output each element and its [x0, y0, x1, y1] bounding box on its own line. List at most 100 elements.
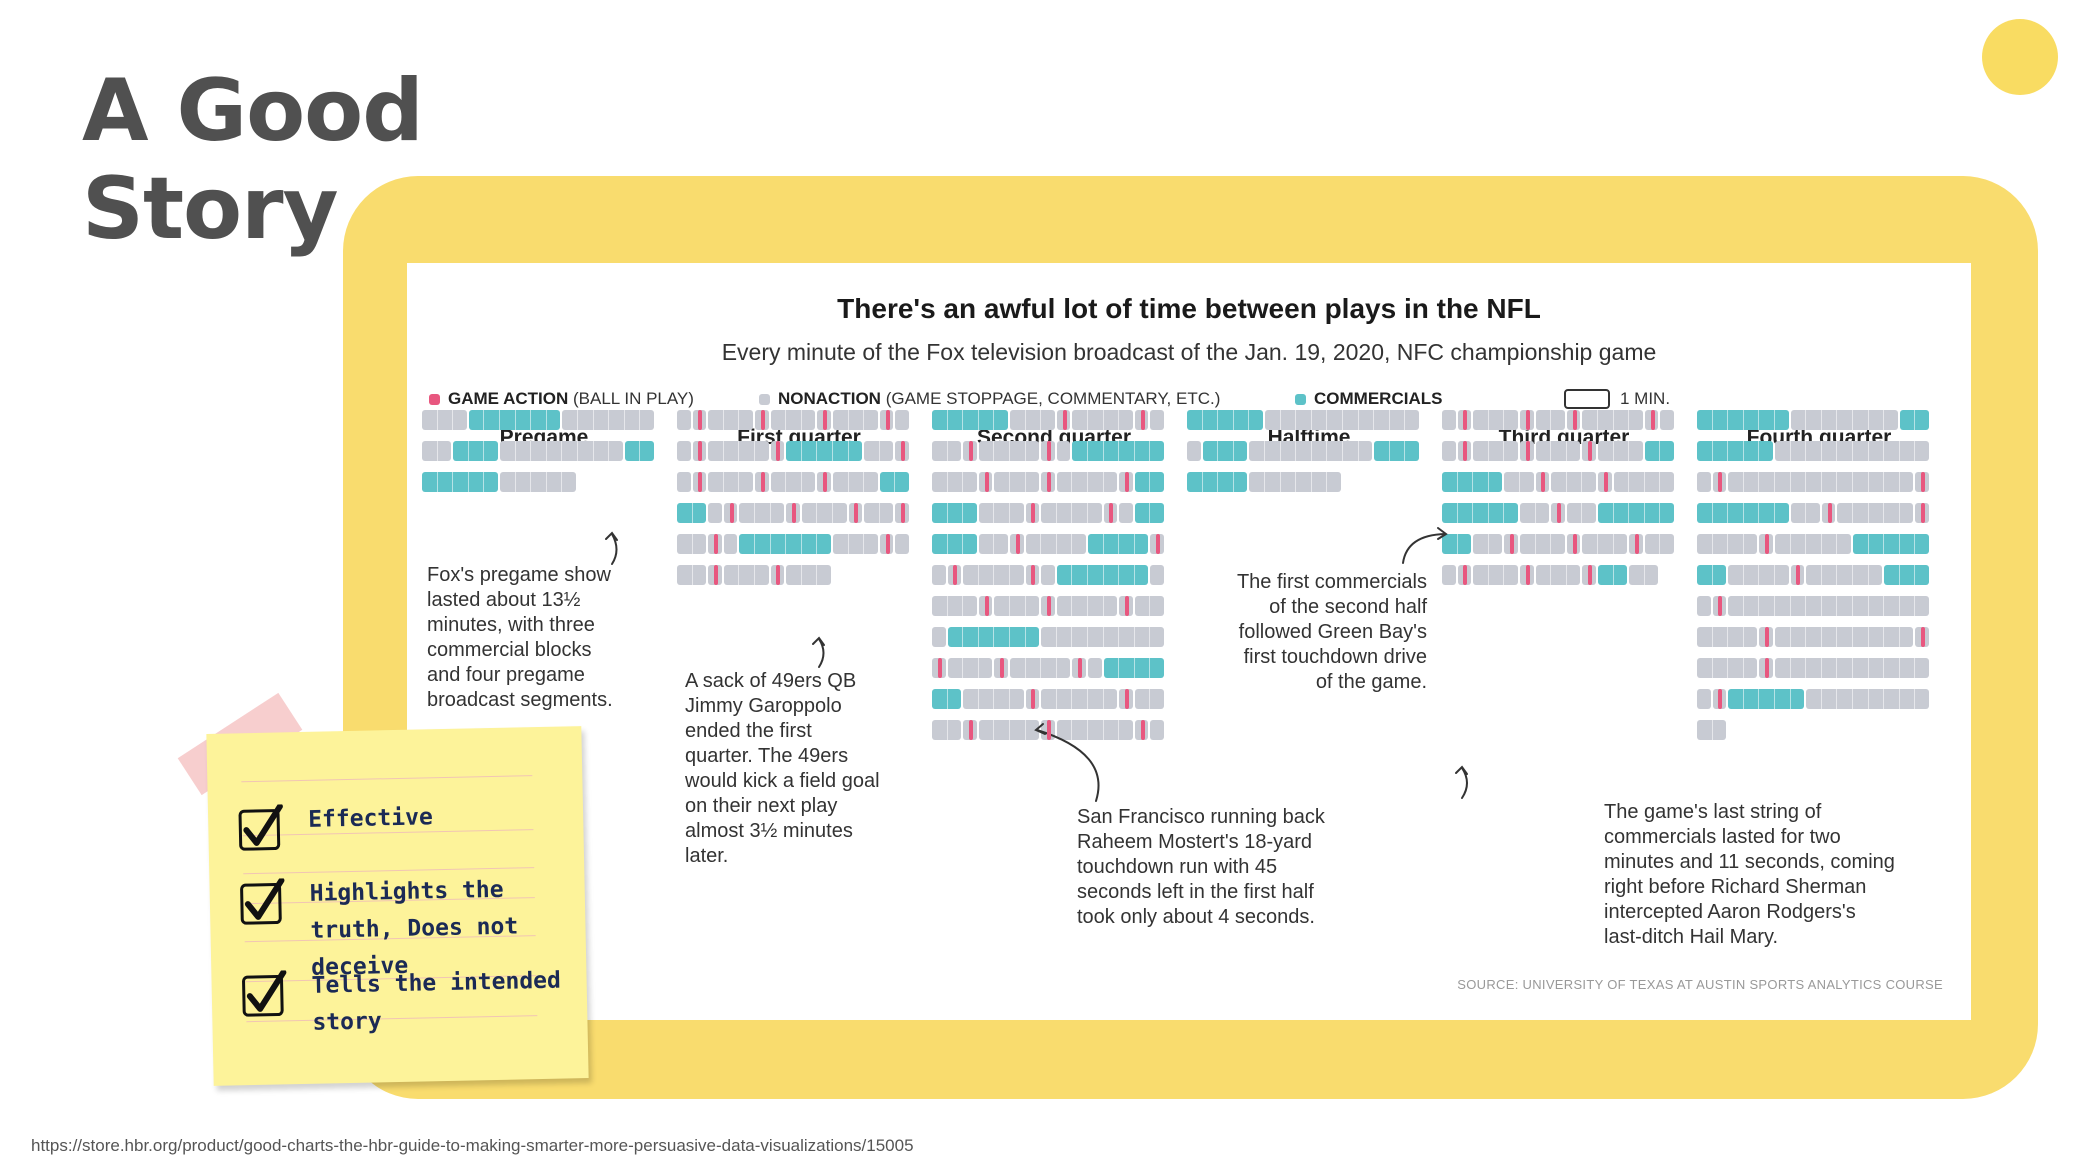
nonaction-segment [978, 503, 1024, 523]
minute-divider [1789, 658, 1791, 678]
nonaction-segment [1504, 472, 1534, 492]
minute-divider [1852, 503, 1853, 523]
minute-divider [1852, 627, 1853, 647]
nonaction-segment [1473, 441, 1518, 461]
minute-divider [1102, 410, 1104, 430]
minute-divider [993, 410, 995, 430]
minute-divider [1758, 441, 1760, 461]
game-action-segment [1557, 503, 1561, 523]
chart-source: SOURCE: UNIVERSITY OF TEXAS AT AUSTIN SP… [1457, 977, 1943, 992]
minute-divider [1087, 410, 1088, 430]
game-action-segment [1650, 410, 1655, 430]
game-action-segment [1541, 472, 1546, 492]
minute-divider [1820, 410, 1822, 430]
minute-divider [977, 627, 979, 647]
minute-divider [1487, 503, 1489, 523]
nonaction-segment [1041, 689, 1118, 709]
commercial-segment [932, 534, 977, 554]
minute-divider [832, 441, 833, 461]
nonaction-segment [864, 503, 894, 523]
nonaction-segment [1697, 689, 1711, 709]
game-action-segment [1125, 689, 1129, 709]
minute-divider [639, 410, 641, 430]
minute-divider [754, 503, 755, 523]
minute-divider [1852, 658, 1853, 678]
minute-divider [1758, 503, 1760, 523]
game-action-segment [714, 565, 718, 585]
commercial-segment [1884, 565, 1929, 585]
game-action-segment [1635, 534, 1639, 554]
legend-unit: 1 MIN. [1564, 387, 1670, 411]
game-action-segment [1588, 565, 1593, 585]
minute-divider [1805, 441, 1807, 461]
game-action-segment [885, 410, 890, 430]
minute-divider [1612, 534, 1614, 554]
minute-divider [977, 565, 979, 585]
minute-divider [1711, 627, 1713, 647]
minute-divider [962, 503, 964, 523]
minute-divider [1836, 596, 1838, 616]
minute-divider [832, 503, 833, 523]
minute-divider [1805, 596, 1807, 616]
game-action-segment [1125, 472, 1129, 492]
minute-divider [1118, 627, 1120, 647]
game-action-segment [1525, 410, 1530, 430]
minute-divider [1326, 410, 1328, 430]
minute-divider [514, 410, 516, 430]
game-action-segment [823, 472, 828, 492]
minute-divider [1805, 658, 1807, 678]
minute-divider [577, 441, 578, 461]
game-action-segment [760, 410, 765, 430]
minute-divider [1883, 472, 1885, 492]
minute-divider [1867, 534, 1869, 554]
minute-divider [467, 441, 469, 461]
minute-divider [993, 689, 995, 709]
minute-divider [1087, 472, 1088, 492]
minute-divider [1487, 472, 1489, 492]
minute-divider [1009, 441, 1010, 461]
minute-divider [1149, 503, 1151, 523]
minute-divider [1264, 472, 1265, 492]
game-action-segment [776, 441, 781, 461]
minute-divider [946, 534, 948, 554]
minute-divider [1727, 410, 1729, 430]
minute-divider [1883, 658, 1885, 678]
minute-divider [1727, 441, 1729, 461]
legend-commercials: COMMERCIALS [1295, 387, 1442, 411]
minute-divider [1742, 565, 1744, 585]
minute-divider [1805, 472, 1807, 492]
minute-divider [1597, 410, 1598, 430]
minute-divider [1118, 565, 1120, 585]
game-action-segment [969, 720, 973, 740]
minute-divider [1774, 596, 1775, 616]
minute-divider [1550, 441, 1552, 461]
minute-divider [1009, 720, 1010, 740]
minute-divider [1774, 503, 1775, 523]
minute-divider [1503, 410, 1505, 430]
minute-divider [1852, 596, 1853, 616]
nonaction-segment [1056, 441, 1071, 461]
minute-divider [691, 503, 693, 523]
minute-divider [1867, 503, 1869, 523]
minute-divider [946, 596, 948, 616]
game-action-segment [1921, 627, 1926, 647]
nonaction-segment [1150, 720, 1164, 740]
minute-divider [1852, 472, 1853, 492]
nonaction-segment [677, 441, 691, 461]
minute-divider [483, 410, 485, 430]
minute-divider [1758, 689, 1760, 709]
nonaction-segment [677, 410, 691, 430]
minute-divider [1024, 720, 1026, 740]
minute-divider [863, 472, 865, 492]
nonaction-segment [739, 503, 785, 523]
minute-divider [1581, 503, 1583, 523]
minute-divider [467, 472, 469, 492]
nonaction-segment [1119, 503, 1133, 523]
minute-divider [1118, 534, 1120, 554]
minute-divider [1612, 565, 1614, 585]
game-action-segment [901, 503, 906, 523]
nonaction-segment [1010, 410, 1055, 430]
arrow-head-halftime [1437, 527, 1448, 540]
minute-divider [1612, 441, 1614, 461]
minute-divider [1867, 410, 1869, 430]
